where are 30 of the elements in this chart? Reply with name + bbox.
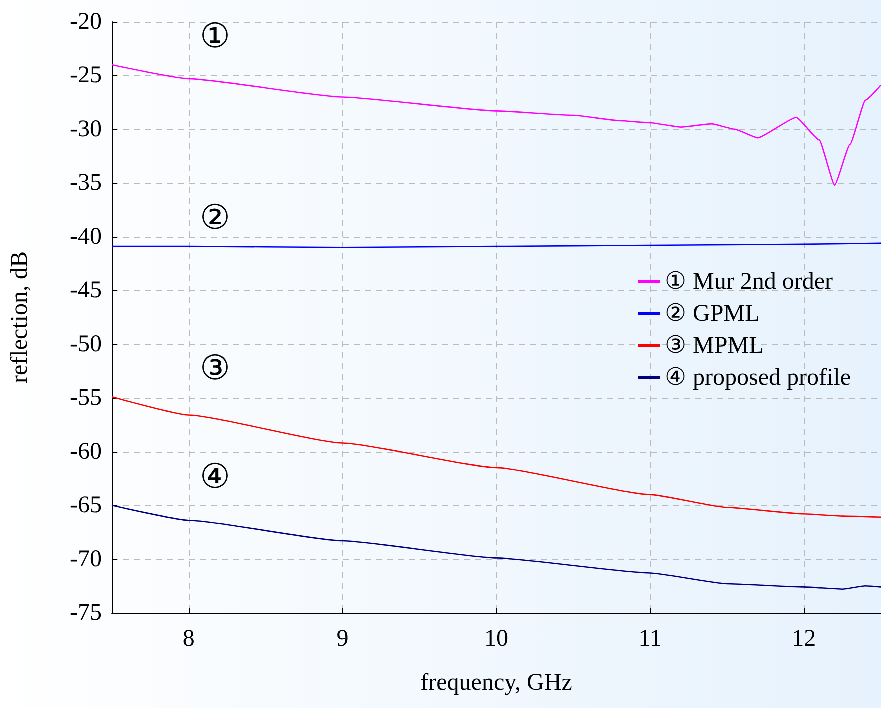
legend-label: ① Mur 2nd order <box>665 269 834 295</box>
annotation: ③ <box>200 350 230 388</box>
y-tick-label: -45 <box>70 278 102 304</box>
y-tick-label: -20 <box>70 9 102 35</box>
x-axis-title: frequency, GHz <box>420 670 572 696</box>
line-series <box>111 396 881 518</box>
x-tick-label: 8 <box>182 626 195 652</box>
y-axis-title: reflection, dB <box>7 252 33 384</box>
x-tick-label: 11 <box>638 626 662 652</box>
y-tick-label: -55 <box>70 385 102 412</box>
line-series <box>111 504 881 590</box>
y-tick-label: -30 <box>70 116 102 142</box>
x-tick-label: 9 <box>336 626 349 652</box>
y-tick-label: -70 <box>70 546 102 572</box>
annotation: ① <box>200 18 230 56</box>
y-tick-label: -40 <box>70 224 102 250</box>
x-tick-label: 12 <box>792 626 816 652</box>
annotation: ② <box>200 200 230 238</box>
y-tick-label: -50 <box>70 331 102 358</box>
y-tick-label: -75 <box>70 600 102 626</box>
y-tick-label: -60 <box>70 438 102 465</box>
annotation: ④ <box>200 459 230 496</box>
legend-label: ③ MPML <box>665 333 764 359</box>
legend-label: ④ proposed profile <box>665 365 852 391</box>
y-tick-label: -35 <box>70 170 102 196</box>
x-tick-label: 10 <box>484 626 508 652</box>
legend-label: ② GPML <box>665 301 760 327</box>
line-series <box>111 64 881 186</box>
y-tick-label: -25 <box>70 62 102 89</box>
y-tick-label: -65 <box>70 492 102 519</box>
